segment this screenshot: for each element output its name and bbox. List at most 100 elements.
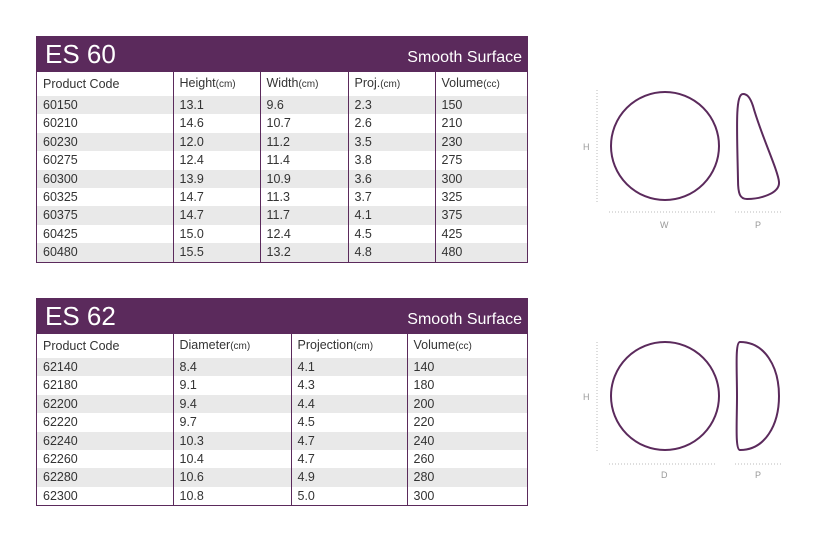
table-cell: 9.7 xyxy=(172,413,291,432)
side-view-teardrop xyxy=(736,92,780,201)
table-cell: 4.1 xyxy=(290,358,407,377)
table-cell: 60210 xyxy=(37,114,173,133)
col-header-label: Volume xyxy=(413,338,456,352)
table-cell: 4.5 xyxy=(347,224,435,244)
table-cell: 140 xyxy=(406,358,527,377)
col-header-unit: (cm) xyxy=(380,79,401,90)
col-header-unit: (cm) xyxy=(230,341,251,352)
table-row: 60150 13.1 9.6 2.3 150 xyxy=(37,96,527,115)
col-header-unit: (cm) xyxy=(215,79,236,90)
table-cell: 11.2 xyxy=(259,132,348,152)
es62-model-name: ES 62 xyxy=(45,301,116,331)
table-cell: 10.8 xyxy=(172,486,291,506)
es60-model-name: ES 60 xyxy=(45,39,116,69)
table-cell: 280 xyxy=(406,468,527,487)
col-header-label: Product Code xyxy=(43,339,120,353)
table-cell: 9.4 xyxy=(172,394,291,414)
col-header-unit: (cc) xyxy=(455,341,472,352)
height-label: H xyxy=(583,142,590,152)
table-row: 62260 10.4 4.7 260 xyxy=(37,450,527,469)
table-cell: 13.2 xyxy=(259,243,348,262)
es60-spec-table: ES 60 Smooth Surface Product Code Height(… xyxy=(36,36,528,263)
table-cell: 4.3 xyxy=(290,376,407,395)
table-cell: 14.6 xyxy=(172,114,260,133)
es62-shape-diagram: H D P xyxy=(575,330,795,480)
height-label: H xyxy=(583,392,590,402)
table-cell: 10.4 xyxy=(172,450,291,469)
table-row: 60375 14.7 11.7 4.1 375 xyxy=(37,206,527,225)
col-header-label: Height xyxy=(179,76,216,90)
table-cell: 14.7 xyxy=(172,188,260,207)
diameter-label: D xyxy=(661,470,668,480)
table-cell: 2.3 xyxy=(347,96,435,115)
table-row: 60230 12.0 11.2 3.5 230 xyxy=(37,132,527,152)
table-cell: 220 xyxy=(406,413,527,432)
table-cell: 375 xyxy=(434,206,527,225)
table-cell: 62220 xyxy=(37,413,173,432)
table-cell: 9.6 xyxy=(259,96,348,115)
table-cell: 60325 xyxy=(37,188,173,207)
es62-title-bar: ES 62 Smooth Surface xyxy=(37,299,527,334)
table-cell: 5.0 xyxy=(290,486,407,506)
table-cell: 300 xyxy=(434,169,527,189)
table-cell: 2.6 xyxy=(347,114,435,133)
table-row: 62280 10.6 4.9 280 xyxy=(37,468,527,487)
es62-col-header: Projection(cm) xyxy=(290,334,407,358)
es60-col-header: Width(cm) xyxy=(259,72,348,96)
col-header-label: Proj. xyxy=(354,76,381,90)
col-header-label: Projection xyxy=(297,338,354,352)
table-cell: 60425 xyxy=(37,224,173,244)
table-cell: 62300 xyxy=(37,486,173,506)
table-cell: 60150 xyxy=(37,96,173,115)
es62-surface-type: Smooth Surface xyxy=(407,311,522,328)
table-row: 60275 12.4 11.4 3.8 275 xyxy=(37,151,527,170)
table-row: 62180 9.1 4.3 180 xyxy=(37,376,527,395)
table-cell: 300 xyxy=(406,486,527,506)
es60-col-header: Volume(cc) xyxy=(434,72,527,96)
table-cell: 60300 xyxy=(37,169,173,189)
table-cell: 13.1 xyxy=(172,96,260,115)
table-cell: 4.1 xyxy=(347,206,435,225)
es62-spec-table: ES 62 Smooth Surface Product Code Diamete… xyxy=(36,298,528,507)
table-cell: 9.1 xyxy=(172,376,291,395)
table-cell: 3.8 xyxy=(347,151,435,170)
es60-col-header: Product Code xyxy=(37,72,173,96)
table-cell: 4.5 xyxy=(290,413,407,432)
table-cell: 180 xyxy=(406,376,527,395)
table-row: 62300 10.8 5.0 300 xyxy=(37,486,527,506)
table-cell: 13.9 xyxy=(172,169,260,189)
es62-col-header: Volume(cc) xyxy=(406,334,527,358)
table-cell: 425 xyxy=(434,224,527,244)
table-cell: 11.4 xyxy=(259,151,348,170)
table-cell: 3.6 xyxy=(347,169,435,189)
table-cell: 60230 xyxy=(37,132,173,152)
table-cell: 480 xyxy=(434,243,527,262)
table-cell: 62200 xyxy=(37,394,173,414)
table-row: 60210 14.6 10.7 2.6 210 xyxy=(37,114,527,133)
table-cell: 4.8 xyxy=(347,243,435,262)
table-cell: 11.3 xyxy=(259,188,348,207)
table-cell: 4.4 xyxy=(290,394,407,414)
table-cell: 260 xyxy=(406,450,527,469)
table-row: 62220 9.7 4.5 220 xyxy=(37,413,527,432)
col-header-unit: (cm) xyxy=(298,79,319,90)
width-label: W xyxy=(660,220,669,230)
table-cell: 10.3 xyxy=(172,431,291,451)
table-cell: 150 xyxy=(434,96,527,115)
table-cell: 62260 xyxy=(37,450,173,469)
table-cell: 3.7 xyxy=(347,188,435,207)
table-cell: 8.4 xyxy=(172,358,291,377)
table-cell: 3.5 xyxy=(347,132,435,152)
table-cell: 12.0 xyxy=(172,132,260,152)
col-header-label: Width xyxy=(266,76,299,90)
table-cell: 4.7 xyxy=(290,431,407,451)
table-cell: 10.6 xyxy=(172,468,291,487)
table-cell: 60375 xyxy=(37,206,173,225)
table-cell: 62240 xyxy=(37,431,173,451)
table-cell: 275 xyxy=(434,151,527,170)
table-cell: 11.7 xyxy=(259,206,348,225)
table-cell: 62180 xyxy=(37,376,173,395)
table-cell: 15.5 xyxy=(172,243,260,262)
table-cell: 12.4 xyxy=(259,224,348,244)
front-view-circle xyxy=(610,341,720,451)
